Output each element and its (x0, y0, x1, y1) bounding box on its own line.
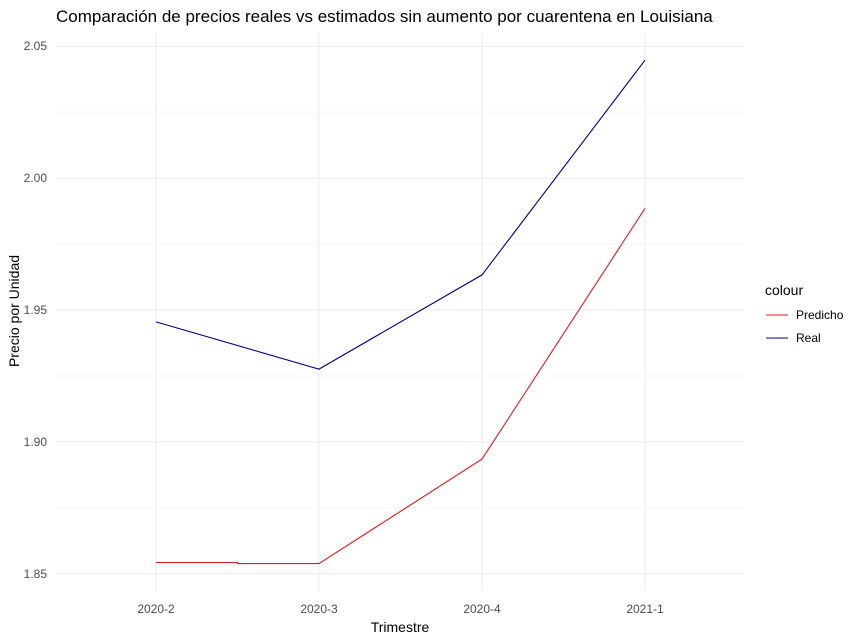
series-point-real (644, 60, 645, 61)
y-tick-label: 2.00 (24, 171, 48, 185)
x-tick-label: 2020-2 (137, 602, 175, 616)
x-axis-title: Trimestre (371, 619, 430, 635)
legend-label-real: Real (796, 331, 821, 345)
chart-title: Comparación de precios reales vs estimad… (56, 7, 713, 26)
series-line-predicho (156, 208, 646, 565)
y-axis-ticks: 1.85 1.90 1.95 2.00 2.05 (24, 39, 48, 581)
y-tick-label: 1.85 (24, 567, 48, 581)
x-tick-label: 2020-4 (463, 602, 501, 616)
series-point-real (318, 369, 319, 370)
legend-label-predicho: Predicho (796, 308, 844, 322)
y-axis-title: Precio por Unidad (6, 255, 22, 367)
series-point-predicho (481, 458, 482, 459)
legend-items: Predicho Real (766, 308, 844, 345)
grid (56, 33, 744, 591)
series-layer (155, 59, 646, 565)
legend-title: colour (765, 282, 803, 298)
x-tick-label: 2020-3 (300, 602, 338, 616)
series-point-real (481, 274, 482, 275)
series-point-predicho (644, 208, 645, 209)
x-tick-label: 2021-1 (626, 602, 664, 616)
series-point-predicho (155, 562, 156, 563)
series-point-real (155, 321, 156, 322)
x-axis-ticks: 2020-2 2020-3 2020-4 2021-1 (137, 602, 664, 616)
series-point-predicho (318, 563, 319, 564)
series-line-real (155, 59, 646, 370)
legend: colour Predicho Real (765, 282, 844, 345)
y-tick-label: 1.95 (24, 303, 48, 317)
y-tick-label: 2.05 (24, 39, 48, 53)
y-tick-label: 1.90 (24, 435, 48, 449)
